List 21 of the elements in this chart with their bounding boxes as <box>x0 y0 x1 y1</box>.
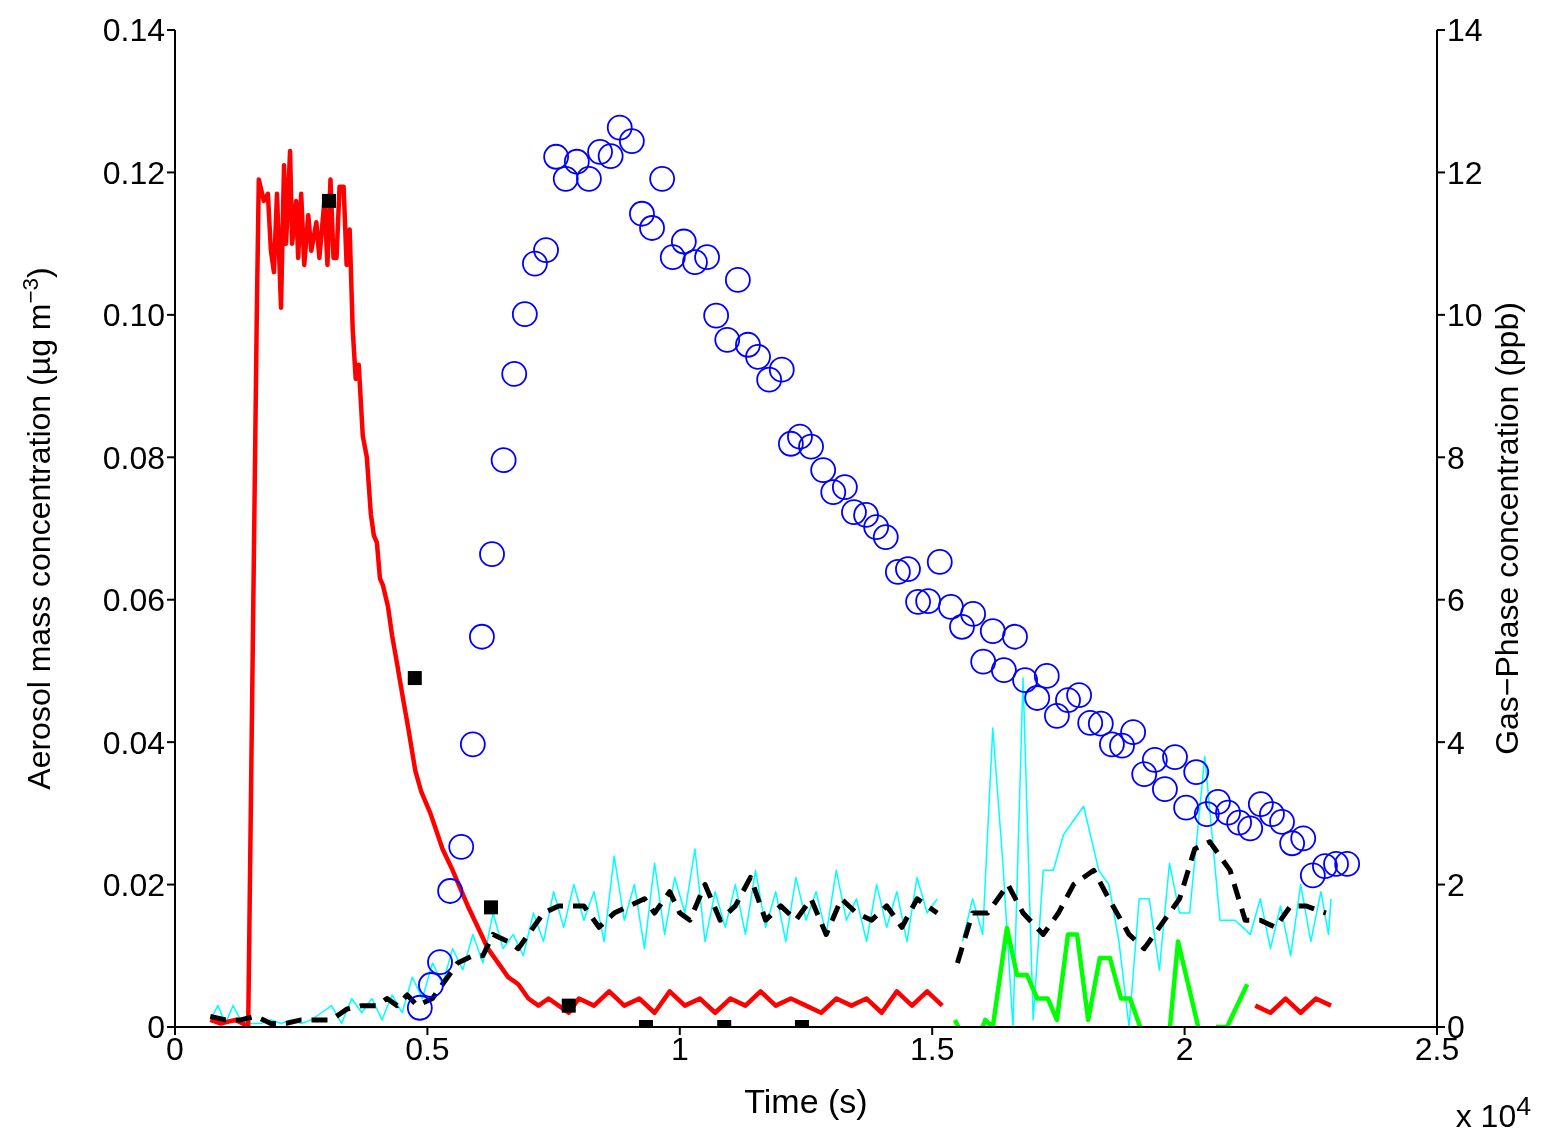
y2-tick-label: 12 <box>1447 154 1483 191</box>
y2-tick-label: 14 <box>1447 12 1483 49</box>
y2-tick-label: 4 <box>1447 724 1465 761</box>
y-tick-label: 0.10 <box>102 297 165 334</box>
x-tick-label: 1.5 <box>909 1030 955 1067</box>
y-tick-label: 0.02 <box>102 866 165 903</box>
y2-axis-title: Gas−Phase concentration (ppb) <box>1489 302 1525 755</box>
y2-tick-label: 8 <box>1447 439 1465 476</box>
y-tick-label: 0.06 <box>102 582 165 619</box>
y-tick-label: 0.08 <box>102 439 165 476</box>
y2-tick-label: 2 <box>1447 866 1465 903</box>
x-tick-label: 1 <box>670 1030 689 1067</box>
x-tick-label: 2 <box>1175 1030 1194 1067</box>
x-tick-label: 0.5 <box>405 1030 450 1067</box>
x-axis-title: Time (s) <box>744 1082 868 1120</box>
text: x 10$^{4}$ <box>1455 1091 1531 1135</box>
y2-tick-label: 10 <box>1447 297 1483 334</box>
y-tick-label: 0.14 <box>102 12 165 49</box>
y-tick-label: 0.12 <box>102 154 165 191</box>
y-tick-label: 0.04 <box>102 724 165 761</box>
y2-tick-label: 6 <box>1447 582 1465 619</box>
